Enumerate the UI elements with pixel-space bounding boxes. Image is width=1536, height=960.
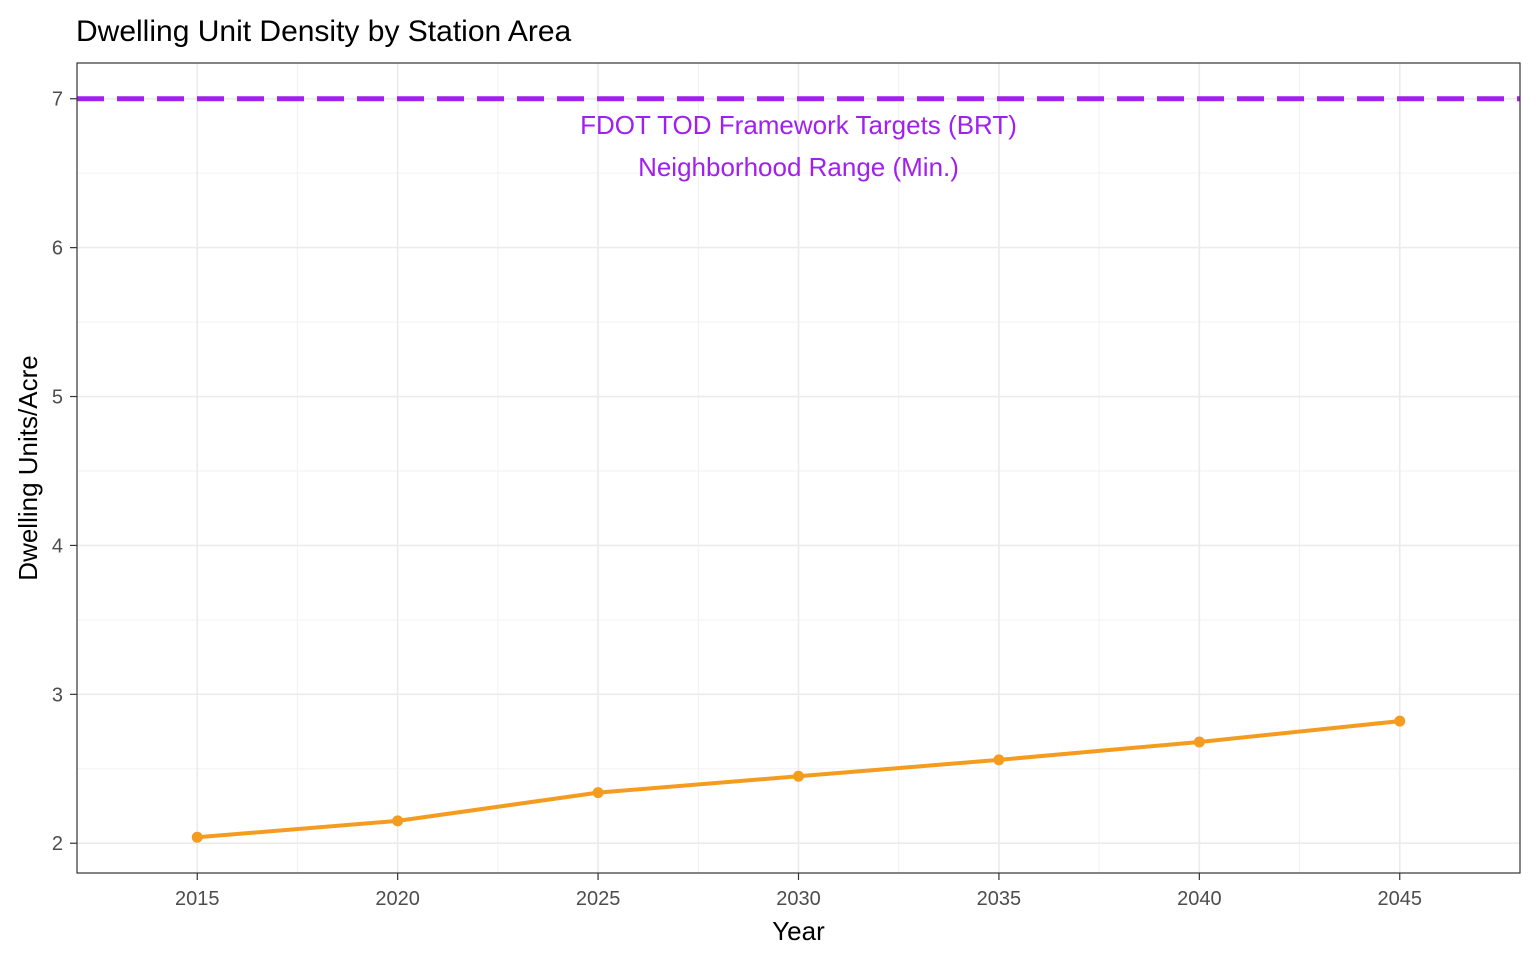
x-axis: 2015 2020 2025 2030 2035 2040 2045 — [175, 873, 1422, 910]
y-axis: 2 3 4 5 6 7 — [52, 89, 77, 855]
y-tick-label: 5 — [52, 387, 63, 409]
x-tick-label: 2045 — [1378, 888, 1423, 910]
y-axis-title: Dwelling Units/Acre — [13, 355, 43, 580]
y-tick-label: 3 — [52, 684, 63, 706]
data-point — [1394, 715, 1406, 727]
x-tick-label: 2015 — [175, 888, 220, 910]
x-tick-label: 2030 — [776, 888, 821, 910]
chart-title: Dwelling Unit Density by Station Area — [76, 15, 572, 48]
y-tick-label: 7 — [52, 89, 63, 111]
data-point — [191, 831, 203, 843]
y-tick-label: 6 — [52, 238, 63, 260]
x-tick-label: 2020 — [375, 888, 420, 910]
x-tick-label: 2040 — [1177, 888, 1222, 910]
y-tick-label: 2 — [52, 833, 63, 855]
series-layer — [191, 715, 1406, 843]
x-axis-title: Year — [772, 916, 825, 946]
reference-line-label: FDOT TOD Framework Targets (BRT) — [580, 110, 1017, 140]
reference-line-label: Neighborhood Range (Min.) — [638, 152, 959, 182]
major-gridlines — [77, 63, 1520, 873]
data-point — [392, 815, 404, 827]
data-point — [793, 770, 804, 782]
data-point — [993, 754, 1005, 766]
x-tick-label: 2025 — [576, 888, 621, 910]
data-point — [592, 787, 604, 799]
data-point — [1193, 736, 1205, 748]
y-tick-label: 4 — [52, 535, 63, 557]
reference-line-layer: FDOT TOD Framework Targets (BRT) Neighbor… — [77, 96, 1520, 182]
x-tick-label: 2035 — [977, 888, 1022, 910]
